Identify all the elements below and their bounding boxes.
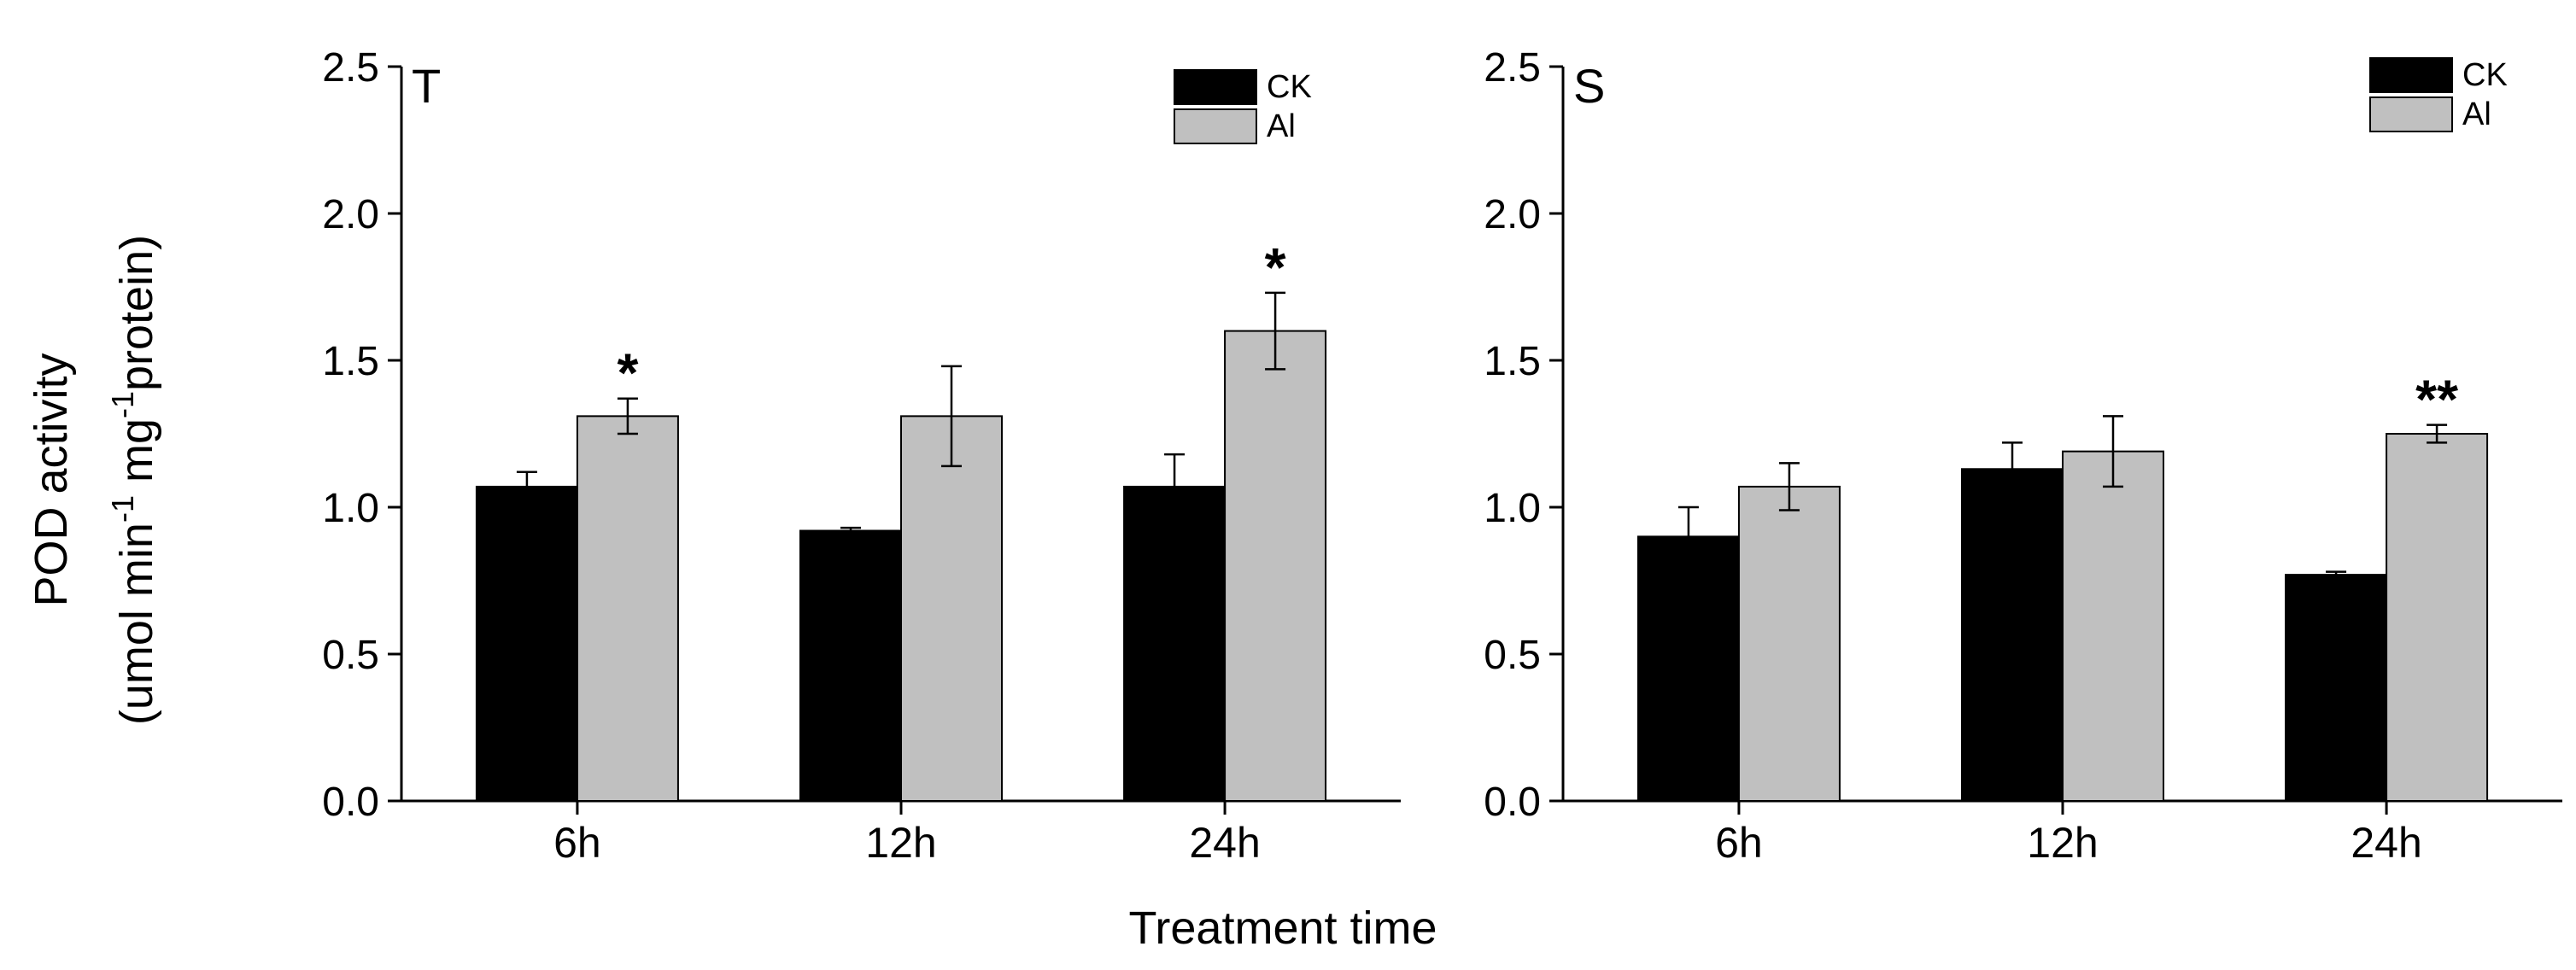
legend-swatch-ck — [2369, 57, 2453, 93]
y-axis-units: (umol min-1 mg-1protein) — [105, 235, 162, 725]
legend-swatch-al — [2369, 96, 2453, 132]
y-tick-label: 2.0 — [1484, 192, 1541, 237]
significance-marker: ** — [2415, 369, 2458, 430]
bar-ck-12h — [799, 529, 902, 803]
panel-label: T — [412, 59, 441, 113]
significance-marker: * — [617, 342, 638, 404]
bar-al-24h — [1224, 330, 1327, 803]
bar-al-6h — [1737, 485, 1841, 802]
bar-al-12h — [900, 415, 1003, 802]
y-tick-label: 0.5 — [322, 633, 379, 678]
bar-ck-6h — [475, 485, 578, 802]
legend-label-al: Al — [2462, 96, 2491, 132]
x-tick-label: 12h — [2027, 819, 2098, 867]
y-tick-label: 1.5 — [1484, 339, 1541, 384]
legend-swatch-ck — [1174, 69, 1257, 105]
bar-al-12h — [2062, 450, 2164, 802]
x-tick-label: 24h — [1189, 819, 1260, 867]
bar-al-6h — [576, 415, 679, 802]
bar-ck-6h — [1636, 535, 1740, 803]
bar-al-24h — [2386, 433, 2489, 802]
y-tick-label: 2.5 — [1484, 45, 1541, 91]
bar-ck-24h — [1123, 485, 1227, 802]
bar-ck-24h — [2285, 574, 2388, 802]
x-tick-label: 6h — [553, 819, 601, 867]
y-tick-label: 1.5 — [322, 339, 379, 384]
legend-swatch-al — [1174, 108, 1257, 144]
legend-label-ck: CK — [1267, 69, 1312, 105]
y-tick-label: 2.0 — [322, 192, 379, 237]
y-axis-title: POD activity — [26, 353, 77, 606]
legend-label-al: Al — [1267, 108, 1296, 144]
y-tick-label: 2.5 — [322, 45, 379, 91]
x-tick-label: 24h — [2351, 819, 2421, 867]
significance-marker: * — [1265, 237, 1286, 298]
x-axis-title: Treatment time — [1128, 903, 1437, 954]
x-tick-label: 6h — [1715, 819, 1763, 867]
bar-ck-12h — [1961, 468, 2064, 803]
panel-label: S — [1573, 59, 1605, 113]
y-tick-label: 0.0 — [322, 780, 379, 825]
y-tick-label: 0.5 — [1484, 633, 1541, 678]
x-tick-label: 12h — [865, 819, 936, 867]
y-tick-label: 0.0 — [1484, 780, 1541, 825]
legend-label-ck: CK — [2462, 57, 2508, 93]
y-tick-label: 1.0 — [322, 486, 379, 531]
y-tick-label: 1.0 — [1484, 486, 1541, 531]
